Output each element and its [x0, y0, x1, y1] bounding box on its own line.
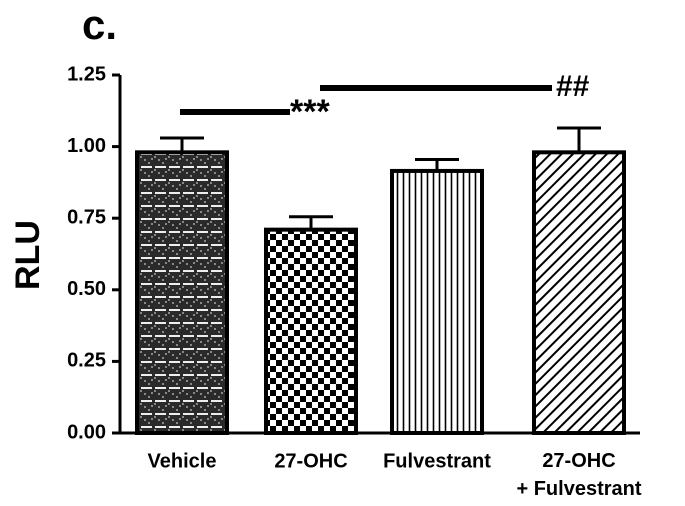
y-axis-label: RLU: [9, 220, 47, 290]
y-tick-label: 0.75: [67, 206, 106, 228]
annotation: ***: [290, 93, 330, 131]
annotation: ##: [556, 70, 590, 103]
x-tick-label: 27-OHC: [274, 450, 347, 472]
panel-label: c.: [82, 1, 117, 48]
x-tick-label-line: 27-OHC: [542, 450, 615, 472]
x-tick-label: 27-OHC + Fulvestrant: [516, 450, 641, 500]
x-tick-label: Fulvestrant: [383, 450, 491, 472]
bar: [390, 168, 484, 435]
y-tick-label: 0.25: [67, 350, 106, 372]
y-tick-label: 0.00: [67, 421, 106, 443]
y-tick-label: 0.50: [67, 278, 106, 300]
bar: [264, 227, 358, 435]
x-tick-label-line: + Fulvestrant: [516, 478, 641, 500]
bar: [135, 150, 229, 435]
x-tick-label: Vehicle: [148, 450, 217, 472]
y-tick-label: 1.25: [67, 63, 106, 85]
bar: [532, 150, 626, 435]
y-tick-label: 1.00: [67, 135, 106, 157]
